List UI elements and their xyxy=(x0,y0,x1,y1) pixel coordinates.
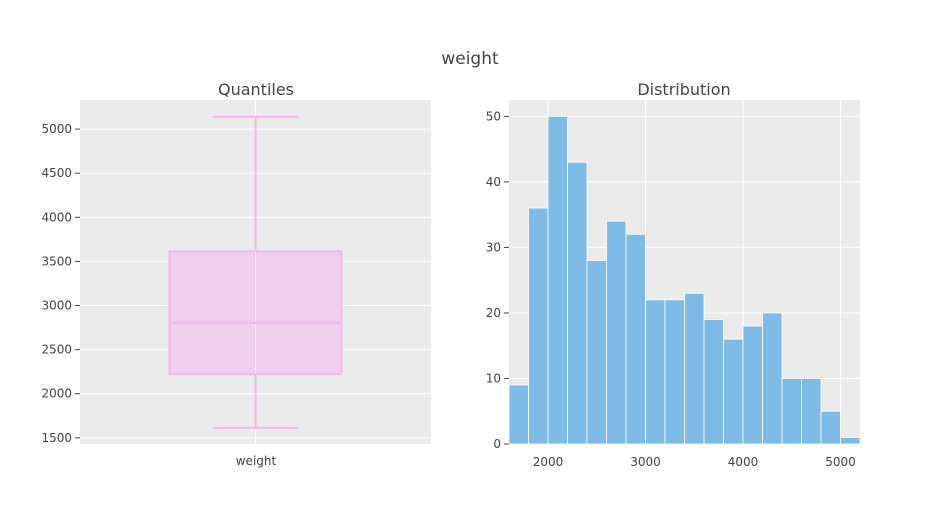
box-y-axis: 1500 2000 2500 3000 3500 4000 4500 5000 xyxy=(41,122,80,445)
histogram-bar xyxy=(664,299,685,445)
histogram-bar xyxy=(528,207,549,445)
box-panel: Quantiles 1500 2000 2500 3000 3500 4000 4500 50… xyxy=(41,80,431,468)
histogram-bar xyxy=(723,338,744,445)
histogram-bar xyxy=(840,437,861,445)
histogram-bar xyxy=(684,292,705,445)
histogram-y-tick-label: 20 xyxy=(486,306,501,320)
box-y-tick-label: 3500 xyxy=(41,254,72,268)
box-y-tick-label: 2500 xyxy=(41,343,72,357)
histogram-bar xyxy=(508,384,529,445)
histogram-x-tick-label: 2000 xyxy=(533,455,564,469)
box-y-tick-label: 1500 xyxy=(41,431,72,445)
box-y-tick-label: 5000 xyxy=(41,122,72,136)
histogram-bar xyxy=(820,410,841,445)
histogram-bar xyxy=(645,299,666,445)
box-panel-title: Quantiles xyxy=(218,80,294,99)
histogram-y-tick-label: 50 xyxy=(486,109,501,123)
histogram-bar xyxy=(801,378,822,445)
histogram-bar xyxy=(762,312,783,445)
box-y-tick-label: 4000 xyxy=(41,210,72,224)
histogram-bar xyxy=(781,378,802,445)
histogram-x-tick-label: 5000 xyxy=(825,455,856,469)
figure-title: weight xyxy=(441,49,499,69)
box-y-tick-label: 4500 xyxy=(41,166,72,180)
histogram-bar xyxy=(606,220,627,445)
histogram-bar xyxy=(742,325,763,445)
box-x-tick-label: weight xyxy=(236,454,277,468)
histogram-bar xyxy=(567,161,588,445)
histogram-bar xyxy=(703,319,724,445)
box-marks xyxy=(168,115,343,429)
histogram-y-tick-label: 0 xyxy=(493,437,501,451)
histogram-y-tick-label: 40 xyxy=(486,175,501,189)
histogram-panel-title: Distribution xyxy=(637,80,730,99)
histogram-bar xyxy=(625,233,646,445)
histogram-x-tick-label: 3000 xyxy=(630,455,661,469)
histogram-x-tick-label: 4000 xyxy=(728,455,759,469)
histogram-y-tick-label: 10 xyxy=(486,371,501,385)
box-y-tick-label: 3000 xyxy=(41,299,72,313)
histogram-y-tick-label: 30 xyxy=(486,240,501,254)
histogram-bar xyxy=(547,115,568,445)
histogram-bar xyxy=(586,260,607,445)
histogram-bars xyxy=(508,115,861,445)
histogram-y-axis: 0 10 20 30 40 50 xyxy=(486,109,509,451)
histogram-x-axis: 2000 3000 4000 5000 xyxy=(533,455,856,469)
box-y-tick-label: 2000 xyxy=(41,387,72,401)
histogram-panel: Distribution 0 10 20 30 40 50 2000 3000 4000 500… xyxy=(486,80,861,469)
